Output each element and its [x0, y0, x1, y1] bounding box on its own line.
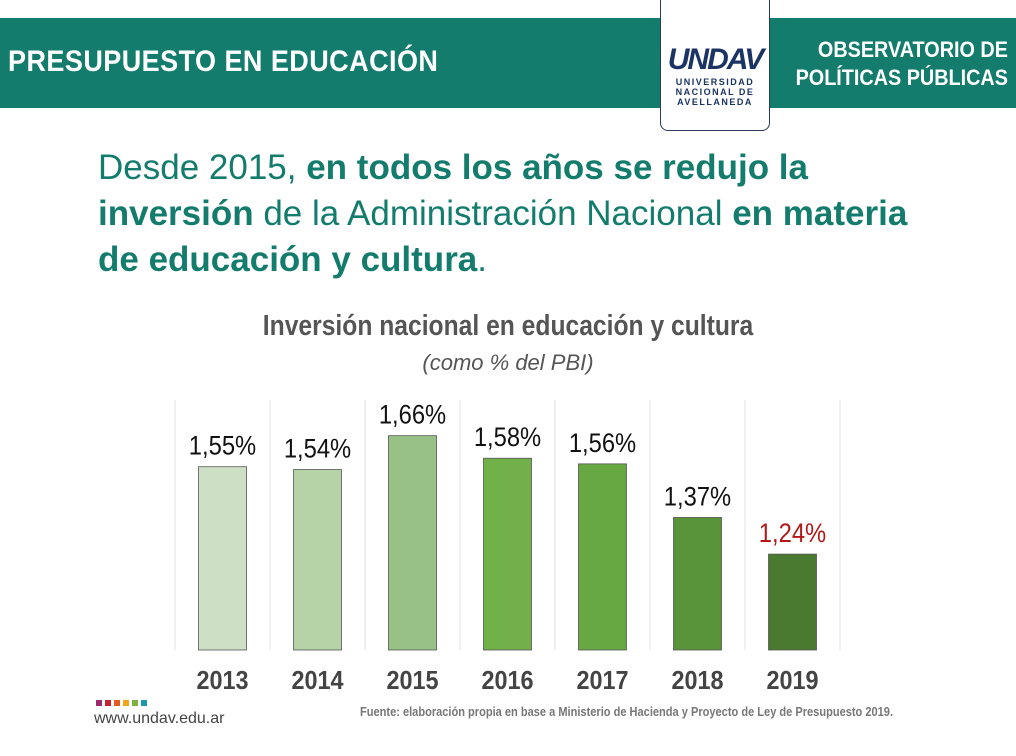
data-label: 1,56%: [569, 429, 636, 459]
chart-title: Inversión nacional en educación y cultur…: [262, 310, 754, 342]
bar-2017: [578, 463, 627, 651]
bar-2013: [198, 466, 247, 651]
data-label: 1,54%: [284, 434, 351, 464]
headline-bold: en materia de educación y cultura: [98, 194, 908, 279]
source-note: Fuente: elaboración propia en base a Min…: [360, 704, 894, 719]
headline-bold: en todos los años se redujo la inversión: [98, 148, 808, 233]
year-label: 2018: [671, 667, 723, 695]
bar-2018: [673, 517, 722, 651]
data-label: 1,55%: [189, 431, 256, 461]
brand-dot: [114, 700, 120, 706]
brand-dot: [123, 700, 129, 706]
headline-text: Desde 2015,: [98, 148, 307, 187]
data-label: 1,37%: [664, 482, 731, 512]
observatorio-title: OBSERVATORIO DE POLÍTICAS PÚBLICAS: [796, 36, 1008, 92]
undav-logo: UNDAV UNIVERSIDAD NACIONAL DE AVELLANEDA: [660, 0, 770, 131]
year-label: 2019: [766, 667, 818, 695]
brand-dot: [105, 700, 111, 706]
year-label: 2014: [291, 667, 343, 695]
observatorio-line: POLÍTICAS PÚBLICAS: [795, 65, 1008, 90]
data-label: 1,24%: [759, 519, 826, 549]
chart-subtitle: (como % del PBI): [422, 350, 594, 375]
logo-line: UNIVERSIDAD: [675, 77, 755, 87]
bar-2015: [388, 435, 437, 651]
bar-2014: [293, 469, 342, 651]
header-title: PRESUPUESTO EN EDUCACIÓN: [8, 45, 439, 78]
bar-2019: [768, 553, 817, 651]
data-label: 1,58%: [474, 423, 541, 453]
website-url: www.undav.edu.ar: [94, 710, 225, 727]
logo-mark: UNDAV: [667, 43, 764, 76]
observatorio-line: OBSERVATORIO DE: [818, 37, 1008, 62]
headline: Desde 2015, en todos los años se redujo …: [98, 145, 918, 283]
data-label: 1,66%: [379, 400, 446, 430]
headline-text: de la Administración Nacional: [253, 194, 733, 233]
header-band: [0, 18, 1016, 108]
brand-dot: [96, 700, 102, 706]
year-label: 2017: [576, 667, 628, 695]
brand-dots: [96, 700, 147, 706]
bar-2016: [483, 457, 532, 651]
logo-line: NACIONAL DE: [675, 87, 755, 97]
headline-text: .: [477, 240, 488, 279]
brand-dot: [141, 700, 147, 706]
year-label: 2015: [386, 667, 438, 695]
year-label: 2013: [196, 667, 248, 695]
year-label: 2016: [481, 667, 533, 695]
logo-line: AVELLANEDA: [677, 97, 753, 107]
brand-dot: [132, 700, 138, 706]
